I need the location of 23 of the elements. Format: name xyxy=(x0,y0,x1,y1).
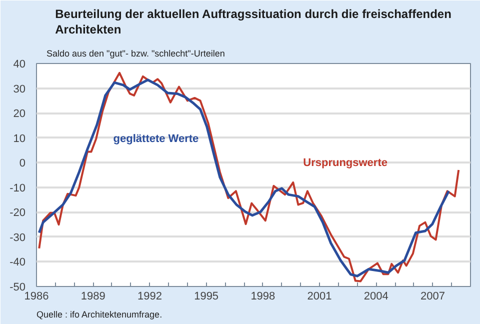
series-label: Ursprungswerte xyxy=(303,157,388,169)
x-tick-label: 1986 xyxy=(24,290,49,302)
y-tick-label: -50 xyxy=(10,282,26,294)
y-tick-label: 40 xyxy=(13,58,26,70)
y-tick-label: -40 xyxy=(10,256,26,269)
x-tick-label: 1992 xyxy=(137,290,162,302)
chart-subtitle: Saldo aus den "gut"- bzw. "schlecht"-Urteilen xyxy=(46,48,225,58)
y-tick-label: -30 xyxy=(10,232,26,244)
x-tick-label: 1989 xyxy=(80,290,106,302)
y-tick-label: 20 xyxy=(13,108,26,120)
source-note: Quelle : ifo Architektenumfrage. xyxy=(36,310,162,320)
chart-title: Beurteilung der aktuellen Auftragssituation durch die freischaffenden Architekten xyxy=(55,7,452,36)
y-tick-label: 0 xyxy=(19,158,26,170)
x-tick-label: 1995 xyxy=(194,290,219,302)
series-label: geglättete Werte xyxy=(113,133,199,146)
y-tick-label: 30 xyxy=(13,83,26,96)
x-tick-label: 2004 xyxy=(364,290,388,302)
x-tick-label: 1998 xyxy=(250,290,276,302)
x-tick-label: 2007 xyxy=(420,290,446,302)
y-tick-label: 10 xyxy=(13,132,26,145)
y-tick-label: -10 xyxy=(10,182,26,194)
y-tick-label: -20 xyxy=(10,207,26,220)
x-tick-label: 2001 xyxy=(307,290,332,302)
